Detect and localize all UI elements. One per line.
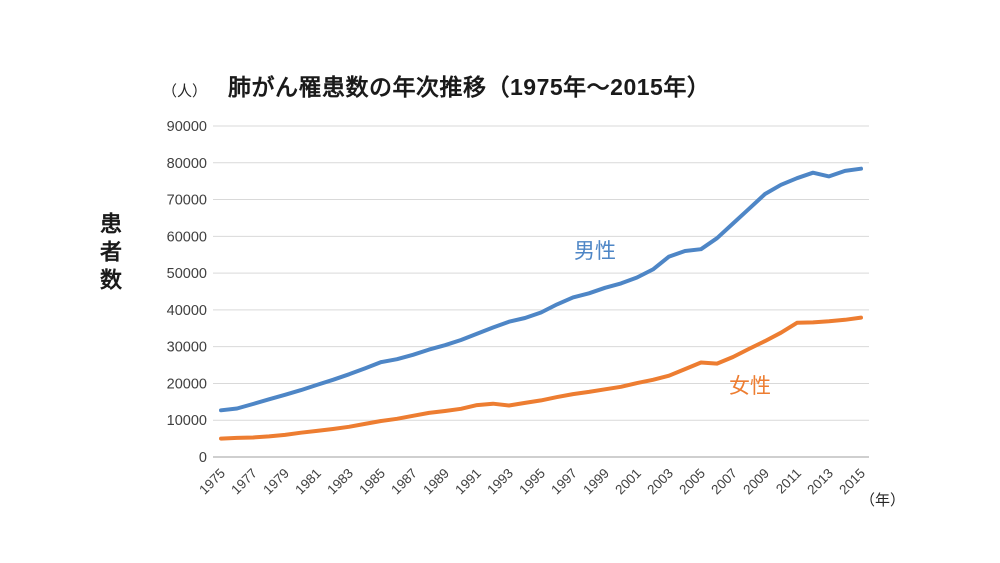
y-axis-title: 患者数 [97, 212, 122, 296]
x-tick-label: 1977 [228, 466, 260, 498]
x-tick-label: 2001 [612, 466, 644, 498]
y-tick-label: 30000 [167, 340, 207, 356]
x-tick-label: 1983 [324, 466, 356, 498]
x-tick-label: 1991 [452, 466, 484, 498]
x-tick-label: 1989 [420, 466, 452, 498]
x-tick-label: 2003 [644, 466, 676, 498]
y-tick-label: 50000 [167, 266, 207, 282]
y-tick-label: 60000 [167, 229, 207, 245]
female-series-label: 女性 [729, 375, 771, 398]
x-tick-label: 2009 [740, 466, 772, 498]
y-tick-label: 20000 [167, 376, 207, 392]
chart-title: 肺がん罹患数の年次推移（1975年～2015年） [228, 74, 711, 100]
x-tick-label: 1979 [260, 466, 292, 498]
x-tick-label: 1993 [484, 466, 516, 498]
x-tick-label: 1975 [196, 466, 228, 498]
male-series-label: 男性 [574, 240, 616, 263]
y-tick-label: 10000 [167, 413, 207, 429]
female-series-line [219, 315, 863, 441]
x-tick-label: 1985 [356, 466, 388, 498]
x-tick-label: 1981 [292, 466, 324, 498]
x-tick-label: 2011 [773, 466, 804, 497]
y-tick-label: 0 [199, 450, 207, 466]
x-tick-label: 2013 [804, 466, 836, 498]
x-tick-label: 2007 [708, 466, 740, 498]
male-series-line [219, 166, 863, 413]
y-tick-label: 80000 [167, 156, 207, 172]
x-tick-label: 1995 [516, 466, 548, 498]
y-tick-label: 40000 [167, 303, 207, 319]
x-tick-label: 1999 [580, 466, 612, 498]
y-axis-unit-label: （人） [162, 83, 208, 100]
x-tick-label: 1997 [548, 466, 580, 498]
x-tick-label: 2005 [676, 466, 708, 498]
x-axis-unit-label: （年） [860, 492, 906, 509]
y-tick-label: 90000 [167, 119, 207, 135]
x-tick-label: 1987 [388, 466, 420, 498]
y-tick-label: 70000 [167, 193, 207, 209]
